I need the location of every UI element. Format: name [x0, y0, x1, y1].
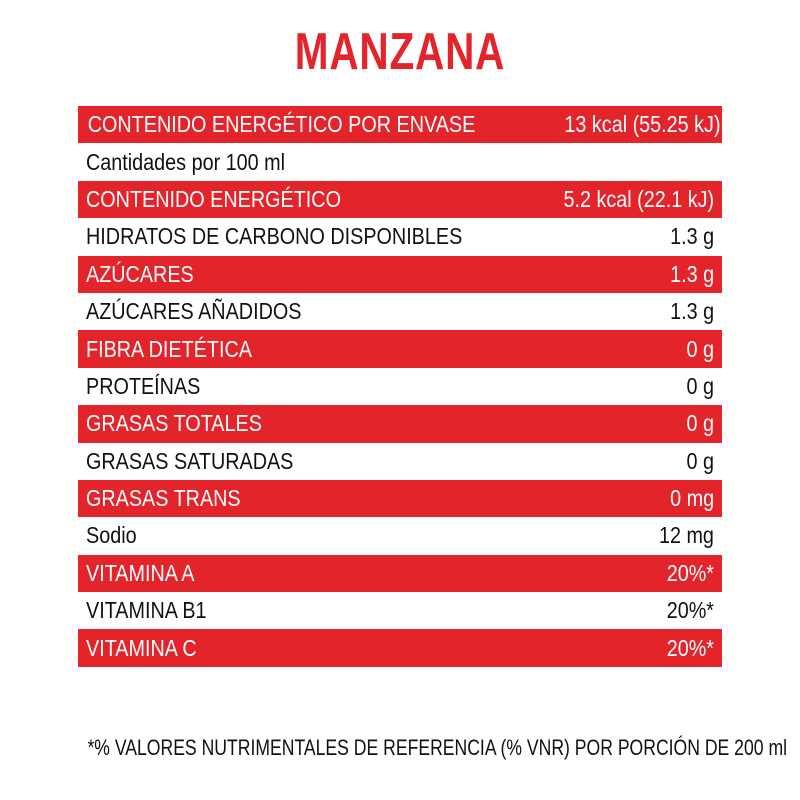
table-row: AZÚCARES AÑADIDOS 1.3 g [78, 293, 722, 330]
footnote-text: *% VALORES NUTRIMENTALES DE REFERENCIA (… [87, 735, 788, 760]
row-value: 20%* [666, 597, 714, 624]
row-label: VITAMINA B1 [86, 597, 207, 624]
row-value: 20%* [666, 634, 714, 661]
nutrition-table: CONTENIDO ENERGÉTICO POR ENVASE 13 kcal … [78, 106, 722, 667]
row-value: 5.2 kcal (22.1 kJ) [563, 185, 714, 212]
row-value: 0 g [686, 335, 714, 362]
table-row: VITAMINA A 20%* [78, 554, 722, 593]
row-label: FIBRA DIETÉTICA [86, 335, 252, 362]
table-row: GRASAS SATURADAS 0 g [78, 443, 722, 480]
row-label: GRASAS TRANS [86, 485, 241, 512]
row-value: 0 mg [670, 485, 714, 512]
row-label: GRASAS TOTALES [86, 410, 262, 437]
row-value: 1.3 g [670, 223, 714, 250]
row-value: 12 mg [659, 522, 714, 549]
row-value: 0 g [686, 410, 714, 437]
row-label: VITAMINA C [86, 634, 197, 661]
row-value: 13 kcal (55.25 kJ) [564, 111, 721, 138]
row-label: Cantidades por 100 ml [86, 148, 286, 175]
table-row: GRASAS TOTALES 0 g [78, 405, 722, 443]
row-label: Sodio [86, 522, 137, 549]
table-row: VITAMINA B1 20%* [78, 592, 722, 629]
row-value: 0 g [686, 447, 714, 474]
table-row: CONTENIDO ENERGÉTICO 5.2 kcal (22.1 kJ) [78, 180, 722, 219]
row-value: 20%* [666, 559, 714, 586]
table-row: Sodio 12 mg [78, 517, 722, 554]
table-row: VITAMINA C 20%* [78, 629, 722, 667]
table-row: AZÚCARES 1.3 g [78, 255, 722, 293]
row-value: 1.3 g [670, 260, 714, 287]
row-value: 1.3 g [670, 298, 714, 325]
table-row: HIDRATOS DE CARBONO DISPONIBLES 1.3 g [78, 218, 722, 255]
row-label: CONTENIDO ENERGÉTICO [86, 185, 341, 212]
row-label: HIDRATOS DE CARBONO DISPONIBLES [86, 223, 463, 250]
row-label: VITAMINA A [86, 559, 195, 586]
table-row: CONTENIDO ENERGÉTICO POR ENVASE 13 kcal … [78, 106, 722, 144]
table-row: FIBRA DIETÉTICA 0 g [78, 330, 722, 368]
row-value: 0 g [686, 372, 714, 399]
row-label: AZÚCARES [86, 260, 194, 287]
table-row: Cantidades por 100 ml [78, 143, 722, 180]
row-label: PROTEÍNAS [86, 372, 201, 399]
row-label: GRASAS SATURADAS [86, 447, 294, 474]
row-label: CONTENIDO ENERGÉTICO POR ENVASE [87, 111, 476, 138]
product-title: MANZANA [294, 23, 506, 81]
footnote: *% VALORES NUTRIMENTALES DE REFERENCIA (… [0, 735, 800, 761]
row-label: AZÚCARES AÑADIDOS [86, 298, 302, 325]
table-row: PROTEÍNAS 0 g [78, 368, 722, 405]
table-row: GRASAS TRANS 0 mg [78, 479, 722, 518]
